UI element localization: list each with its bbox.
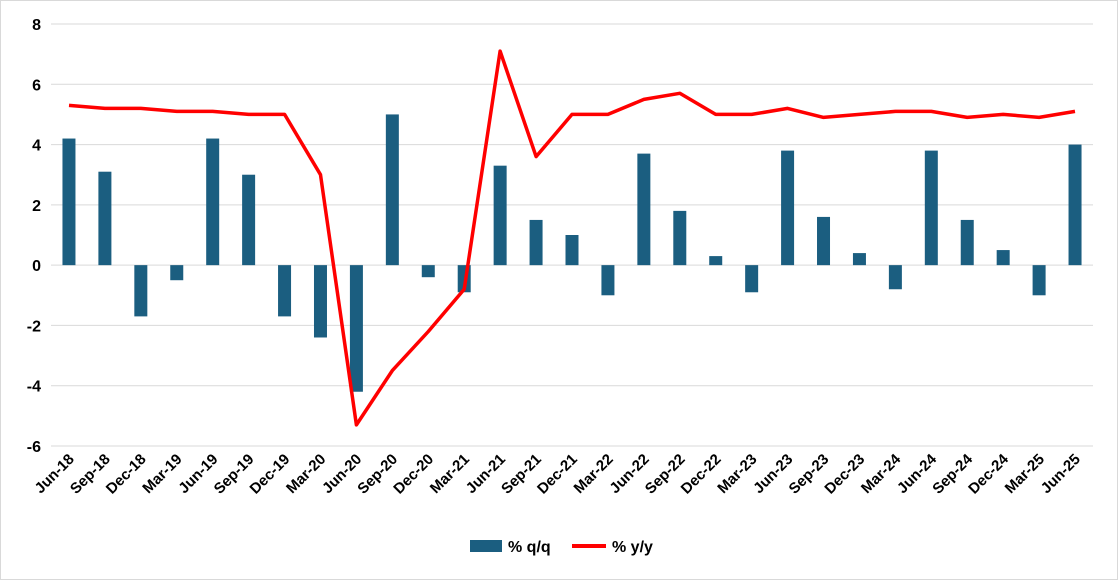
bar-q-q — [421, 265, 435, 278]
x-tick-label: Mar-25 — [1002, 451, 1048, 497]
x-tick-label: Mar-19 — [139, 451, 185, 497]
bar-q-q — [493, 165, 507, 266]
x-tick-label: Mar-23 — [714, 451, 760, 497]
bar-q-q — [62, 138, 76, 266]
bar-q-q — [1032, 265, 1046, 296]
line-y-y — [68, 49, 1076, 427]
y-tick-label: 2 — [32, 198, 41, 215]
y-axis-ticks: -6 -4 -2 0 2 4 6 8 — [27, 17, 41, 456]
bar-q-q — [709, 256, 723, 266]
bar-q-q — [529, 219, 543, 266]
x-tick-label: Dec-18 — [103, 451, 150, 498]
bar-q-q — [888, 265, 902, 290]
bar-q-q — [996, 250, 1010, 266]
bar-q-q — [673, 210, 687, 266]
x-tick-label: Jun-25 — [1038, 451, 1084, 497]
bar-q-q — [781, 150, 795, 266]
bar-q-q — [242, 174, 256, 266]
legend-bar-label: % q/q — [508, 539, 551, 556]
x-tick-label: Dec-22 — [678, 451, 725, 498]
bar-q-q — [852, 253, 866, 266]
bar-q-q — [206, 138, 220, 266]
y-tick-label: -4 — [27, 379, 41, 396]
x-tick-label: Dec-19 — [247, 451, 294, 498]
x-tick-label: Dec-21 — [534, 451, 581, 498]
y-tick-label: -2 — [27, 318, 41, 335]
x-axis-ticks: Jun-18Sep-18Dec-18Mar-19Jun-19Sep-19Dec-… — [32, 450, 1084, 497]
bar-q-q — [98, 171, 112, 266]
legend: % q/q % y/y — [470, 539, 653, 556]
bar-q-q — [1068, 144, 1082, 266]
y-tick-label: -6 — [27, 439, 41, 456]
bar-q-q — [385, 114, 399, 266]
bar-q-q — [637, 153, 651, 266]
y-tick-label: 8 — [32, 17, 41, 34]
x-tick-label: Dec-20 — [390, 451, 437, 498]
gridlines — [51, 23, 1093, 447]
bar-q-q — [924, 150, 938, 266]
bar-q-q — [601, 265, 615, 296]
bar-q-q — [349, 265, 363, 392]
x-tick-label: Mar-22 — [571, 451, 617, 497]
x-tick-label: Dec-24 — [965, 450, 1012, 497]
legend-bar-swatch — [470, 540, 502, 552]
bar-q-q — [170, 265, 184, 281]
bar-q-q — [278, 265, 292, 317]
bar-q-q — [134, 265, 148, 317]
line-series-y-y — [68, 49, 1076, 427]
bar-q-q — [817, 216, 831, 266]
bar-q-q — [745, 265, 759, 293]
bar-q-q — [565, 235, 579, 266]
y-tick-label: 0 — [32, 258, 41, 275]
y-tick-label: 4 — [32, 138, 41, 155]
x-tick-label: Mar-21 — [427, 451, 473, 497]
x-tick-label: Dec-23 — [821, 451, 868, 498]
bar-series-q-q — [62, 114, 1082, 392]
bar-q-q — [313, 265, 327, 338]
legend-line-label: % y/y — [612, 539, 653, 556]
x-tick-label: Mar-20 — [283, 451, 329, 497]
bar-q-q — [960, 219, 974, 266]
y-tick-label: 6 — [32, 77, 41, 94]
